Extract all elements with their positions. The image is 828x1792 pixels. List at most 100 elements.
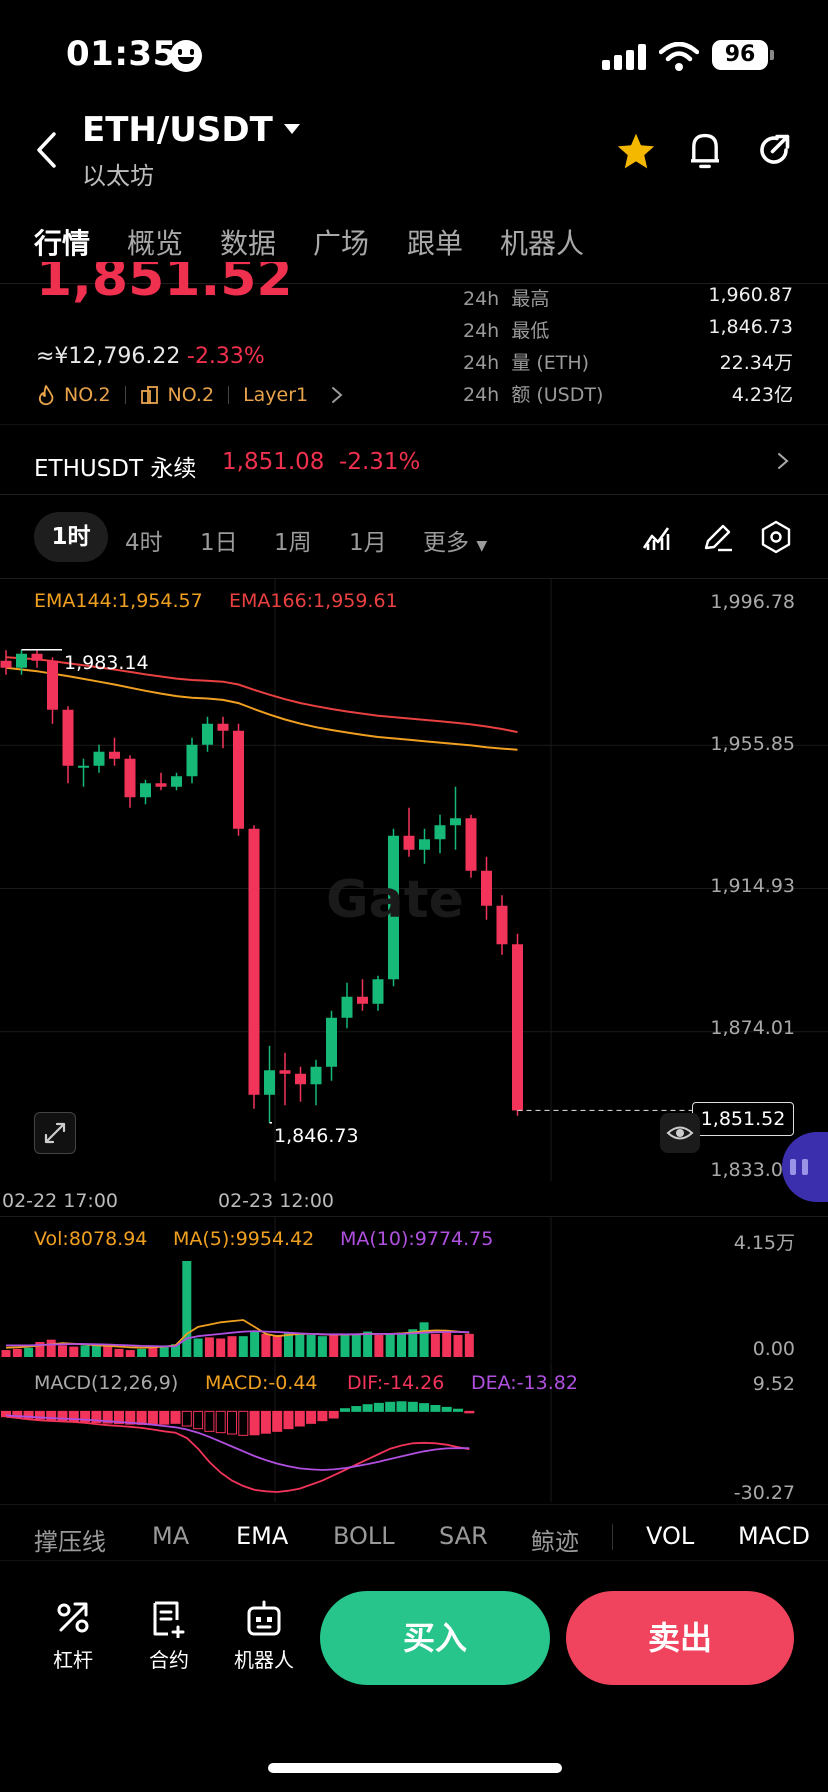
y-tick-label: 1,833.08 bbox=[710, 1159, 795, 1181]
volume-bar bbox=[91, 1344, 101, 1357]
high-annotation: 1,983.14 bbox=[64, 652, 149, 674]
tab-overview[interactable]: 概览 bbox=[127, 227, 184, 260]
volume-bar bbox=[1, 1350, 11, 1357]
candle bbox=[124, 755, 136, 808]
volume-bar bbox=[351, 1333, 361, 1357]
timeframe-1w[interactable]: 1周 bbox=[274, 530, 312, 556]
eye-toggle-button[interactable] bbox=[660, 1113, 700, 1153]
candlestick-chart[interactable] bbox=[0, 579, 828, 1181]
battery-tip bbox=[770, 50, 774, 60]
timeframe-more[interactable]: 更多 ▼ bbox=[423, 530, 488, 556]
wifi-icon bbox=[659, 42, 699, 71]
macd-histogram-bar bbox=[46, 1410, 57, 1421]
tab-market[interactable]: 行情 bbox=[34, 227, 91, 260]
floating-assistant-button[interactable] bbox=[782, 1132, 828, 1202]
candle bbox=[434, 814, 446, 854]
tab-square[interactable]: 广场 bbox=[313, 227, 370, 260]
price-change: -2.33% bbox=[187, 344, 265, 369]
indicator-tab-ma[interactable]: MA bbox=[152, 1522, 190, 1550]
cellular-signal-icon bbox=[602, 44, 646, 70]
indicator-tab-support-resistance[interactable]: 撑压线 bbox=[34, 1528, 106, 1556]
perpetual-name[interactable]: ETHUSDT 永续 bbox=[34, 456, 197, 482]
stat-label-low: 24h 最低 bbox=[463, 320, 550, 342]
candle bbox=[248, 825, 260, 1109]
indicator-tab-macd[interactable]: MACD bbox=[738, 1522, 810, 1550]
perpetual-chevron-icon[interactable] bbox=[776, 451, 790, 471]
macd-histogram-bar bbox=[272, 1410, 283, 1432]
volume-bar bbox=[408, 1329, 418, 1357]
candle bbox=[31, 650, 43, 668]
alert-bell-icon[interactable] bbox=[688, 130, 722, 172]
macd-value-label: MACD:-0.44 bbox=[205, 1372, 318, 1394]
macd-histogram-bar bbox=[227, 1410, 237, 1435]
tab-bots[interactable]: 机器人 bbox=[500, 227, 585, 260]
macd-histogram-bar bbox=[102, 1410, 113, 1424]
category-icon bbox=[140, 386, 158, 404]
leverage-icon[interactable] bbox=[55, 1600, 91, 1636]
volume-bar bbox=[442, 1332, 452, 1357]
cny-price: ≈¥12,796.22 bbox=[36, 344, 181, 369]
buy-button[interactable]: 买入 bbox=[320, 1591, 550, 1685]
volume-bar bbox=[216, 1338, 226, 1357]
contract-icon[interactable] bbox=[151, 1600, 185, 1638]
timeframe-1d[interactable]: 1日 bbox=[200, 530, 238, 556]
back-arrow-icon[interactable] bbox=[34, 130, 58, 170]
candle bbox=[171, 772, 182, 791]
candle bbox=[512, 933, 523, 1116]
stat-label-turnover: 24h 额 (USDT) bbox=[463, 384, 604, 406]
volume-bar bbox=[182, 1261, 192, 1357]
tag-row[interactable]: NO.2 NO.2 Layer1 bbox=[36, 382, 344, 408]
candle bbox=[93, 744, 105, 773]
pair-title[interactable]: ETH/USDT bbox=[82, 110, 273, 150]
indicator-tab-ema[interactable]: EMA bbox=[236, 1522, 289, 1550]
action-bar-divider bbox=[0, 1560, 828, 1561]
indicator-tab-vol[interactable]: VOL bbox=[646, 1522, 695, 1550]
candle bbox=[419, 828, 430, 864]
timeframe-1h[interactable]: 1时 bbox=[34, 512, 108, 562]
share-icon[interactable] bbox=[756, 132, 792, 168]
dropdown-caret-icon[interactable] bbox=[282, 122, 302, 136]
volume-bar bbox=[69, 1346, 79, 1357]
timeframe-1m[interactable]: 1月 bbox=[349, 530, 387, 556]
volume-divider bbox=[0, 1216, 828, 1217]
draw-pencil-icon[interactable] bbox=[702, 522, 734, 552]
volume-bar bbox=[430, 1333, 440, 1357]
favorite-star-icon[interactable] bbox=[616, 132, 656, 170]
x-tick-label: 02-23 12:00 bbox=[218, 1190, 335, 1212]
bot-icon[interactable] bbox=[245, 1600, 283, 1638]
volume-bar bbox=[385, 1333, 395, 1357]
y-tick-label: 1,996.78 bbox=[710, 591, 795, 613]
macd-histogram-bar bbox=[91, 1410, 102, 1424]
indicator-tab-sar[interactable]: SAR bbox=[439, 1522, 488, 1550]
volume-bar bbox=[419, 1322, 429, 1357]
volume-bar bbox=[284, 1332, 293, 1357]
timeframe-4h[interactable]: 4时 bbox=[125, 530, 163, 556]
volume-bar bbox=[125, 1350, 135, 1357]
volume-bar bbox=[238, 1336, 248, 1357]
macd-histogram-bar bbox=[385, 1401, 396, 1412]
volume-bar bbox=[317, 1336, 327, 1357]
tab-copy-trading[interactable]: 跟单 bbox=[407, 227, 464, 260]
volume-bar bbox=[58, 1345, 67, 1357]
volume-bar bbox=[193, 1338, 203, 1357]
candle bbox=[279, 1052, 291, 1106]
indicator-icon[interactable] bbox=[642, 522, 674, 552]
sell-button[interactable]: 卖出 bbox=[566, 1591, 794, 1685]
chart-settings-icon[interactable] bbox=[760, 520, 792, 554]
volume-bar bbox=[137, 1348, 147, 1357]
contract-label[interactable]: 合约 bbox=[149, 1648, 189, 1672]
leverage-label[interactable]: 杠杆 bbox=[53, 1648, 93, 1672]
ma10-line bbox=[6, 1330, 470, 1348]
tab-data[interactable]: 数据 bbox=[220, 227, 277, 260]
macd-histogram-bar bbox=[260, 1410, 271, 1434]
exchange-watermark: Gate bbox=[326, 870, 464, 930]
fullscreen-button[interactable] bbox=[34, 1112, 76, 1154]
bot-label[interactable]: 机器人 bbox=[234, 1648, 294, 1672]
perp-divider-top bbox=[0, 424, 828, 425]
indicator-tab-boll[interactable]: BOLL bbox=[333, 1522, 395, 1550]
volume-label: Vol:8078.94 bbox=[34, 1228, 148, 1250]
macd-histogram-bar bbox=[396, 1401, 407, 1412]
candle bbox=[109, 737, 120, 766]
indicator-tab-whale[interactable]: 鲸迹 bbox=[531, 1528, 579, 1556]
stat-value-turnover: 4.23亿 bbox=[731, 384, 793, 406]
